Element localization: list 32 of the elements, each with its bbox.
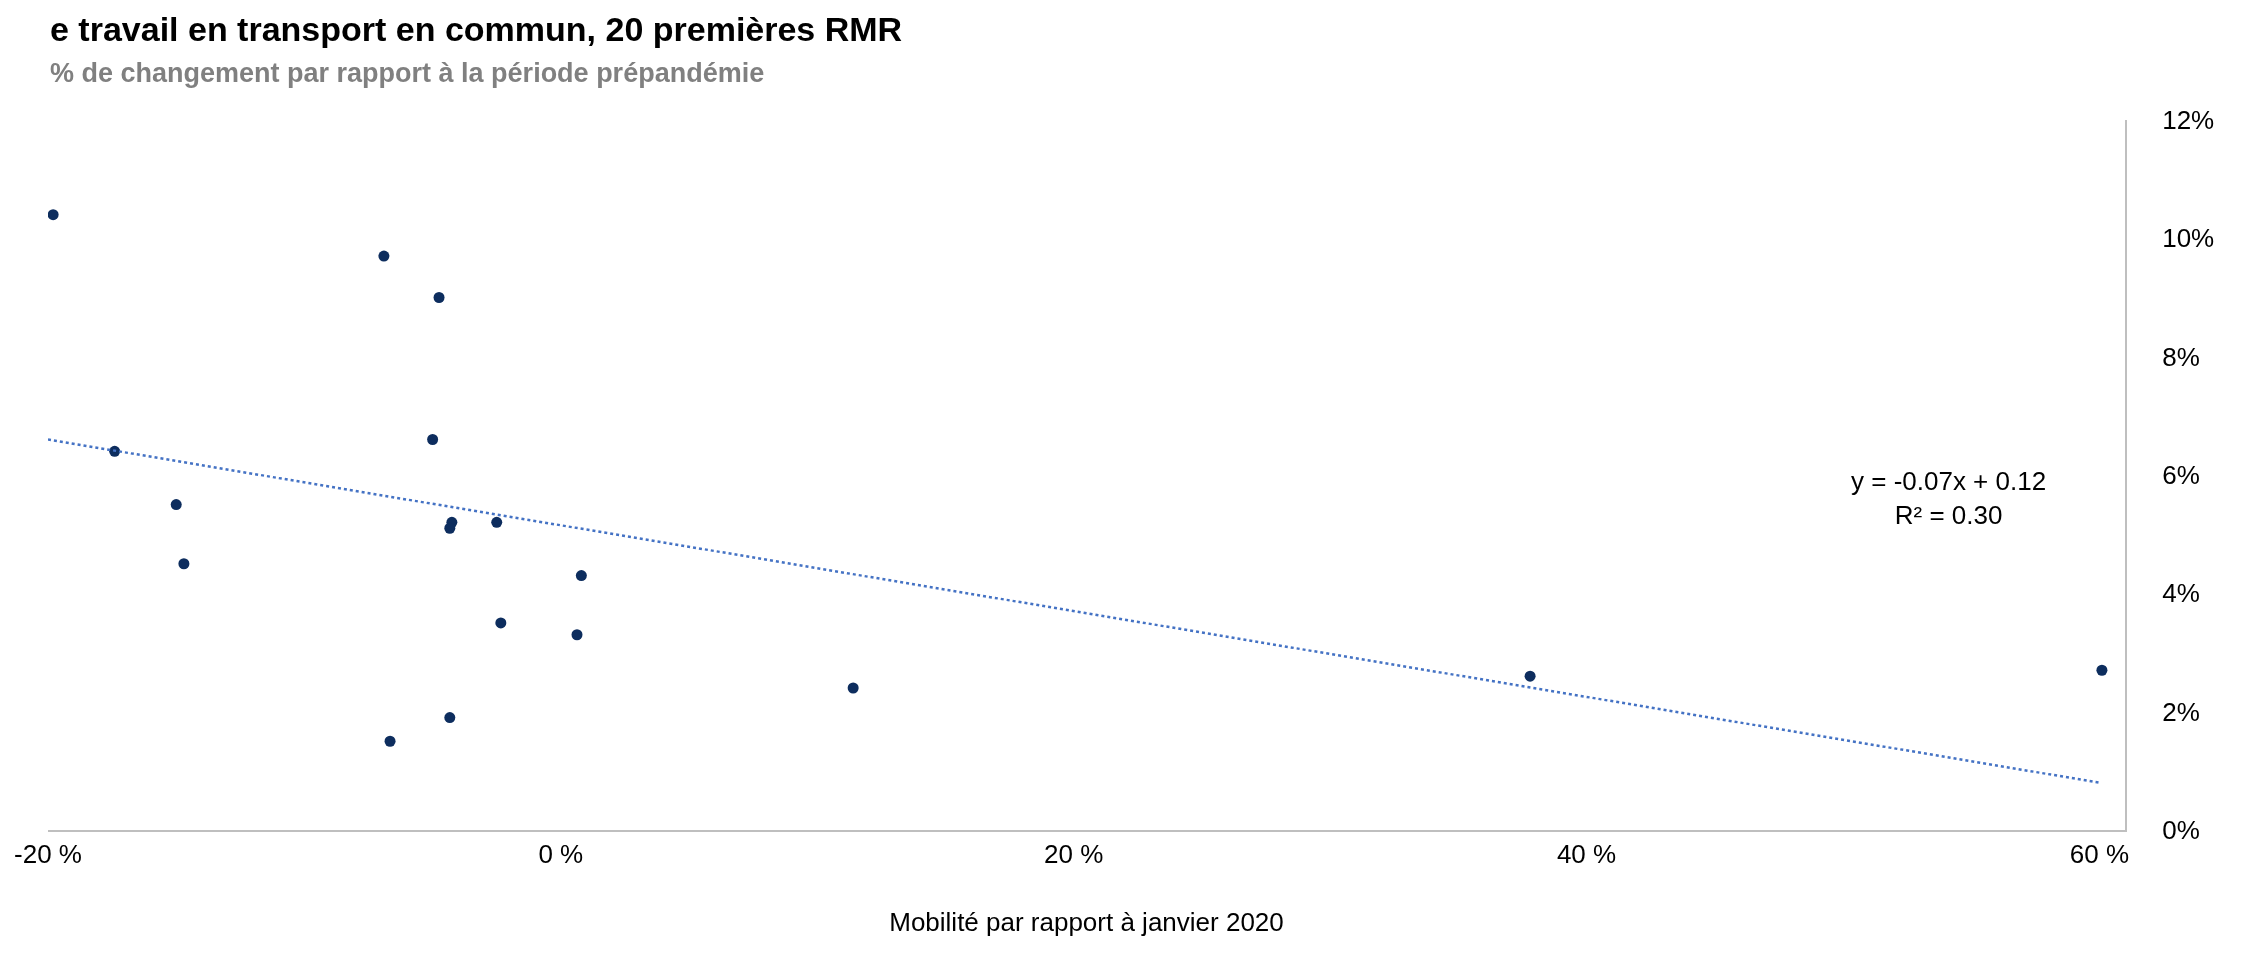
y-tick-label: 2%	[2162, 696, 2200, 727]
point	[433, 292, 445, 303]
x-tick-label: 40 %	[1556, 839, 1617, 870]
point	[495, 617, 507, 629]
annotation: y = -0.07x + 0.12 R² = 0.30	[1851, 466, 2047, 530]
x-tick-label: -20 %	[14, 839, 82, 870]
point	[170, 499, 182, 511]
x-tick-label: 60 %	[2069, 839, 2129, 870]
point	[444, 712, 456, 724]
point	[1524, 670, 1536, 682]
x-tick-label: 0 %	[538, 839, 584, 870]
point	[575, 570, 587, 582]
chart-title: e travail en transport en commun, 20 premières RMR	[50, 10, 903, 48]
x-tick-label: 20 %	[1044, 839, 1104, 870]
y-tick-label: 0%	[2162, 815, 2200, 846]
point	[378, 250, 390, 262]
y-tick-label: 6%	[2162, 460, 2200, 491]
chart-subtitle: % de changement par rapport à la période prépandémie	[50, 58, 765, 88]
point	[48, 209, 59, 221]
point	[384, 735, 396, 747]
y-tick-label: 10%	[2162, 223, 2215, 254]
y-tick-label: 12%	[2162, 105, 2215, 136]
y-tick-label: 8%	[2162, 341, 2200, 372]
point	[444, 522, 456, 534]
point	[2096, 664, 2108, 676]
point	[178, 558, 190, 570]
x-axis-title: Mobilité par rapport à janvier 2020	[889, 907, 1284, 938]
point	[571, 629, 583, 641]
point	[491, 516, 503, 528]
y-tick-label: 4%	[2162, 578, 2200, 609]
point	[847, 682, 859, 694]
point	[427, 434, 439, 445]
